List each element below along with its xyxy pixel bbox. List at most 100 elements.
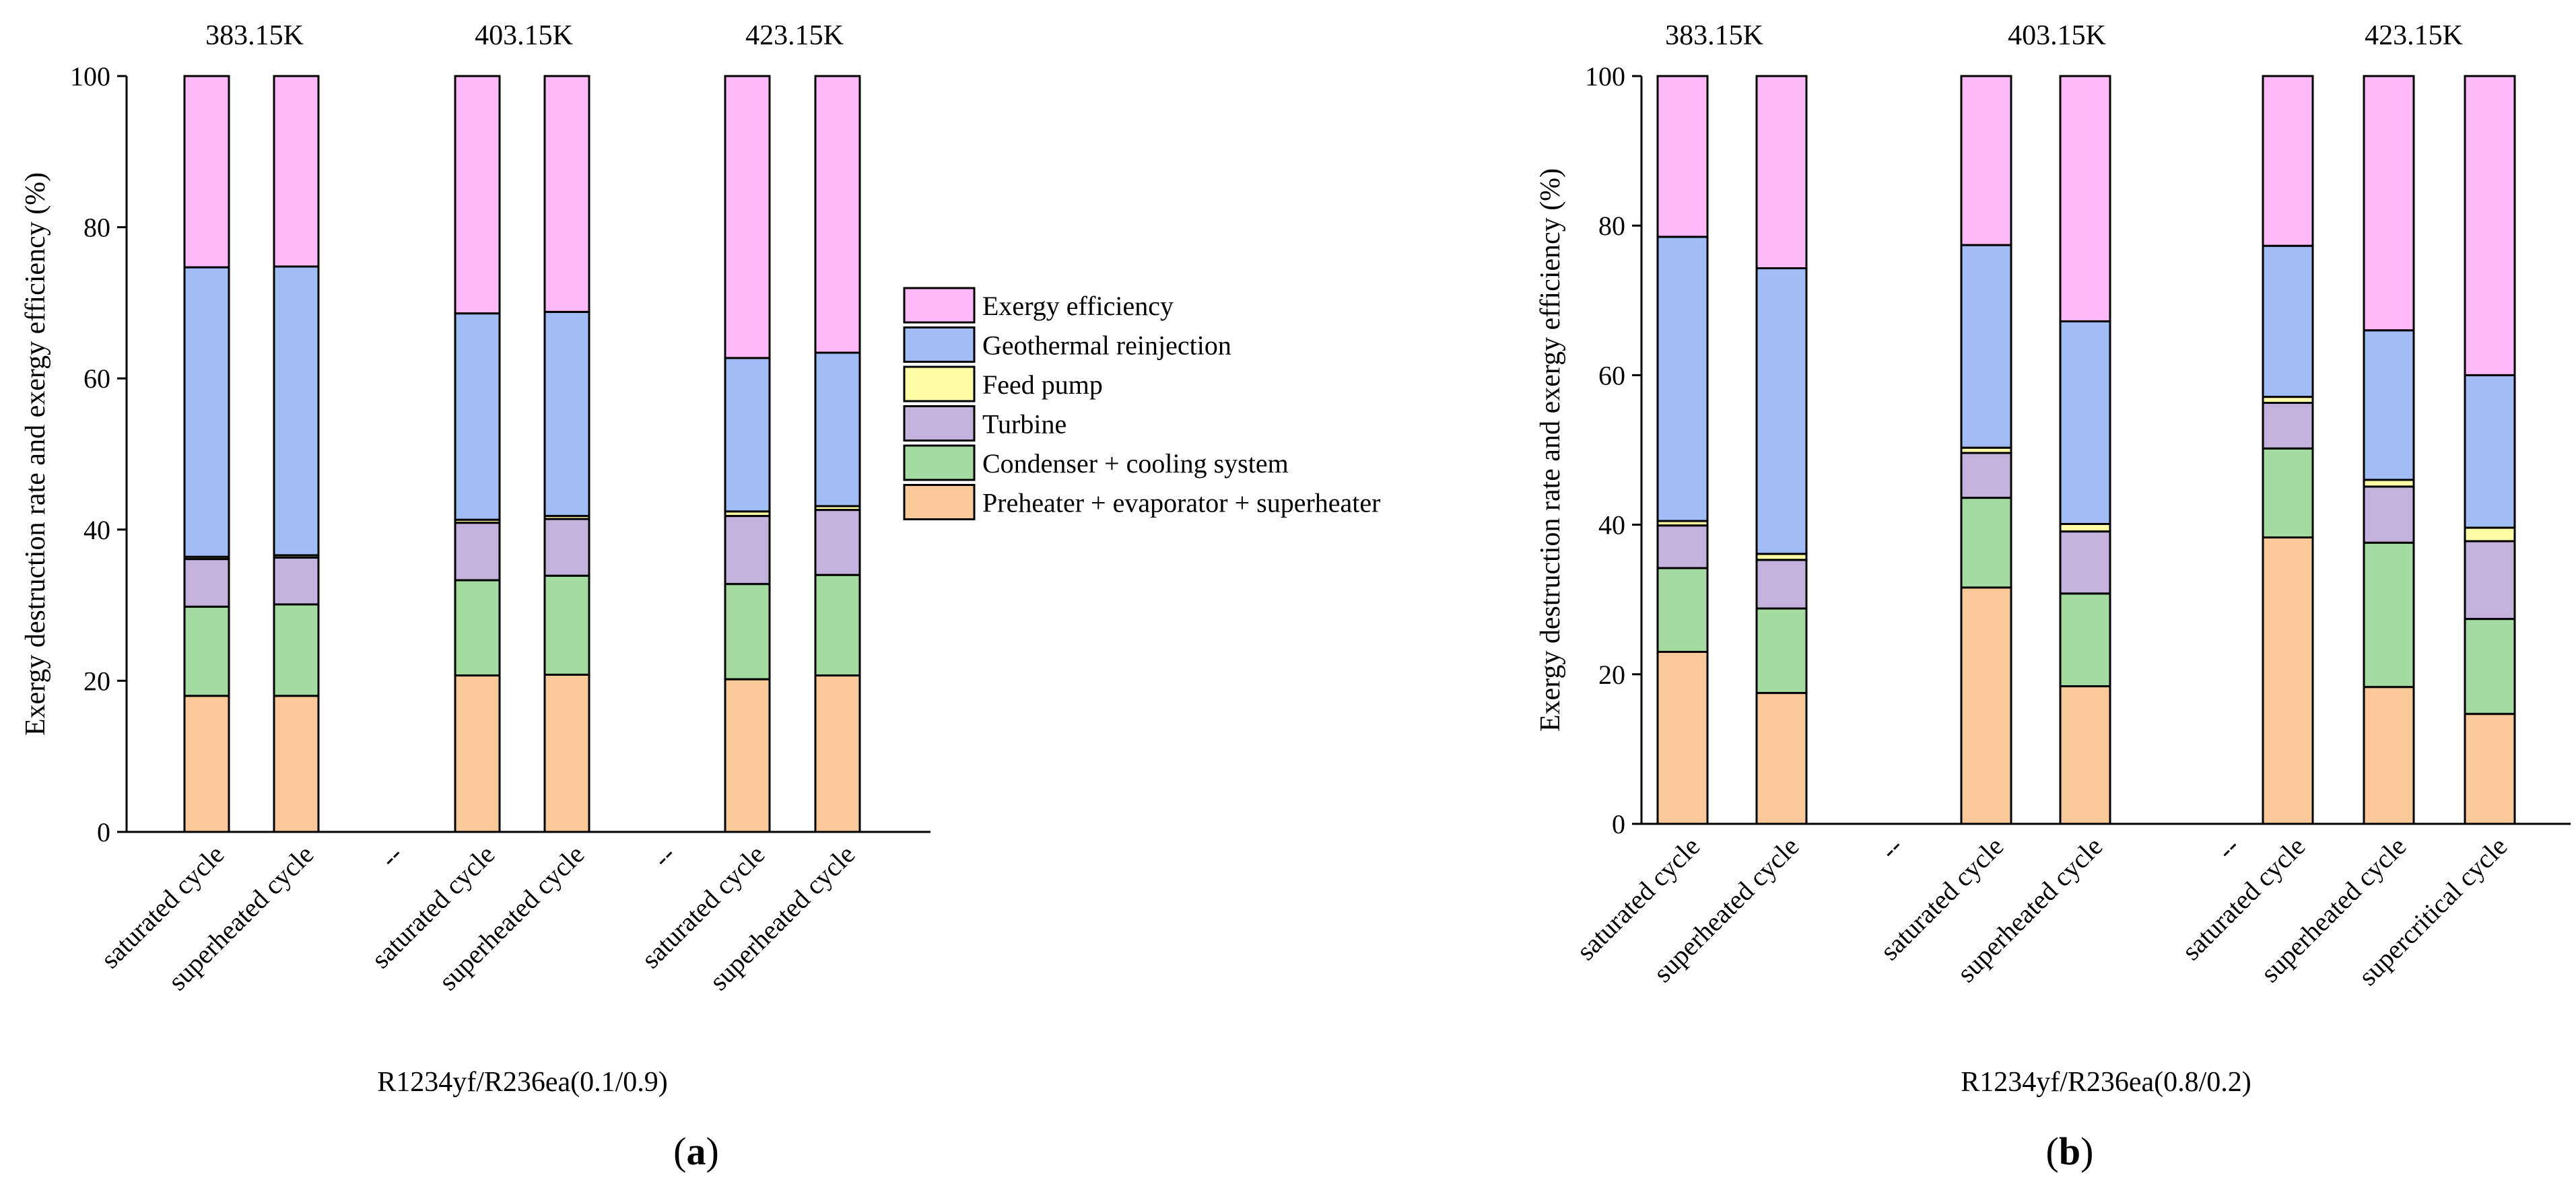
legend-label: Condenser + cooling system: [982, 448, 1289, 479]
legend-label: Geothermal reinjection: [982, 330, 1231, 361]
bar-segment: [543, 673, 590, 833]
y-tick-label: 80: [83, 213, 110, 243]
bar-segment: [2059, 522, 2111, 533]
bar-segment: [814, 674, 861, 833]
bar-segment: [1960, 586, 2012, 825]
bar-segment: [1960, 75, 2012, 246]
y-tick-label: 40: [1598, 510, 1625, 540]
bar-segment: [543, 574, 590, 676]
bar-segment: [1656, 236, 1709, 522]
bar-segment: [2464, 713, 2516, 825]
bar-segment: [183, 75, 230, 269]
bar-segment: [2464, 526, 2516, 542]
legend-swatch: [903, 365, 976, 402]
x-tick-label: --: [1874, 831, 1909, 866]
legend-swatch: [903, 326, 976, 363]
y-tick-label: 60: [83, 363, 110, 394]
bar-segment: [1656, 75, 1709, 238]
bar-segment: [2059, 530, 2111, 595]
bar-segment: [2464, 540, 2516, 621]
bar-segment: [454, 579, 501, 677]
x-tick-label: --: [2211, 831, 2245, 866]
bar-segment: [724, 583, 771, 680]
bar-segment: [2363, 329, 2415, 481]
bar-segment: [1755, 607, 1808, 695]
x-tick-label: --: [647, 839, 681, 874]
bar-segment: [183, 695, 230, 833]
bar-segment: [1960, 497, 2012, 589]
bar-segment: [454, 522, 501, 582]
bar-segment: [814, 351, 861, 507]
bar-segment: [2464, 618, 2516, 715]
bar-segment: [543, 75, 590, 313]
y-tick-label: 60: [1598, 360, 1625, 390]
legend-label: Feed pump: [982, 370, 1103, 400]
x-axis-label: R1234yf/R236ea(0.1/0.9): [377, 1067, 668, 1098]
bar-segment: [814, 75, 861, 354]
legend-label: Exergy efficiency: [982, 291, 1174, 321]
bar-segment: [814, 573, 861, 677]
bar-segment: [273, 603, 320, 697]
bar-segment: [1656, 524, 1709, 569]
bar-segment: [724, 515, 771, 586]
legend-label: Preheater + evaporator + superheater: [982, 488, 1380, 518]
bar-segment: [1755, 559, 1808, 610]
group-title: 383.15K: [205, 20, 304, 51]
y-tick-label: 0: [1612, 809, 1625, 839]
bar-segment: [724, 678, 771, 833]
bar-segment: [183, 266, 230, 558]
bar-segment: [724, 75, 771, 359]
bar-segment: [454, 312, 501, 521]
bar-segment: [2363, 75, 2415, 332]
bar-segment: [1755, 692, 1808, 825]
bar-segment: [273, 265, 320, 557]
bar-segment: [543, 518, 590, 577]
group-title: 423.15K: [745, 20, 844, 51]
bar-segment: [1656, 567, 1709, 653]
bar-segment: [273, 556, 320, 606]
chart-panel-b: 0 20 40 60 80 100 Exergy destruction rate and …: [1535, 20, 2571, 1173]
legend-swatch: [903, 484, 976, 520]
bar-segment: [2262, 536, 2314, 825]
bar-segment: [2262, 402, 2314, 450]
bar-segment: [1755, 75, 1808, 270]
legend-swatch: [903, 444, 976, 481]
group-title: 403.15K: [2008, 20, 2106, 51]
legend: Exergy efficiency Geothermal reinjection F…: [903, 287, 1380, 520]
bar-segment: [2363, 541, 2415, 689]
x-axis-label: R1234yf/R236ea(0.8/0.2): [1961, 1067, 2251, 1098]
bar-segment: [2059, 75, 2111, 322]
group-title: 383.15K: [1665, 20, 1763, 51]
bar-segment: [2363, 686, 2415, 825]
bar-segment: [454, 75, 501, 315]
bar-segment: [543, 310, 590, 518]
bar-segment: [273, 695, 320, 833]
y-tick-label: 80: [1598, 211, 1625, 241]
x-tick-label: --: [374, 839, 409, 874]
legend-swatch: [903, 405, 976, 442]
y-tick-label: 20: [1598, 660, 1625, 690]
bar-segment: [1960, 452, 2012, 499]
bar-segment: [273, 75, 320, 268]
bar-segment: [454, 674, 501, 833]
bar-segment: [2262, 447, 2314, 538]
legend-label: Turbine: [982, 409, 1066, 440]
bar-segment: [2059, 320, 2111, 525]
bar-segment: [2059, 685, 2111, 825]
chart-panel-a: 0 20 40 60 80 100 Exergy destruction rate and …: [20, 20, 930, 1173]
bar-segment: [183, 605, 230, 697]
bar-segment: [1656, 650, 1709, 825]
y-tick-label: 100: [70, 61, 110, 92]
group-title: 403.15K: [475, 20, 573, 51]
group-title: 423.15K: [2365, 20, 2463, 51]
bar-segment: [2262, 75, 2314, 247]
y-tick-label: 40: [83, 515, 110, 545]
y-tick-label: 20: [83, 666, 110, 696]
y-tick-label: 0: [97, 817, 110, 847]
bar-segment: [2464, 75, 2516, 376]
bar-segment: [1960, 244, 2012, 449]
bar-segment: [2059, 592, 2111, 688]
panel-label: (b): [2046, 1129, 2094, 1173]
bar-segment: [2464, 374, 2516, 529]
